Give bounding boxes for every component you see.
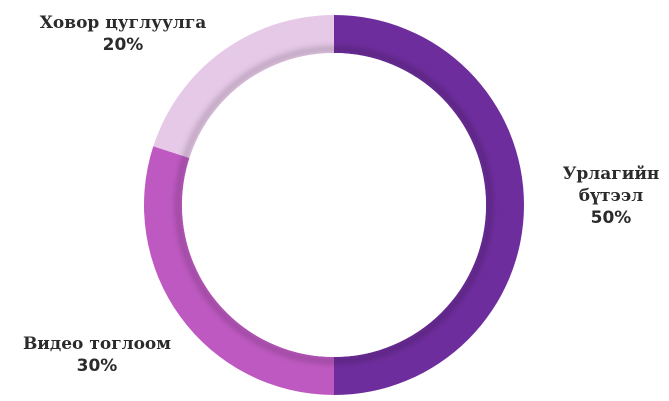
slice-percent: 50% (590, 208, 632, 228)
slice-percent: 30% (76, 356, 118, 376)
slice-name: Ховор цуглуулга (39, 13, 207, 33)
slice-label-video-games: Видео тоглоом 30% (8, 333, 186, 377)
slice-name-line-2: бүтээл (578, 186, 644, 206)
slice-name: Видео тоглоом (22, 334, 172, 354)
slice-label-rare-collectibles: Ховор цуглуулга 20% (22, 12, 224, 56)
donut-slice-0 (334, 15, 524, 395)
slice-percent: 20% (102, 35, 144, 55)
slice-label-artworks: Урлагийн бүтээл 50% (553, 163, 669, 229)
slice-name-line-1: Урлагийн (562, 164, 660, 184)
donut-slice-1 (143, 146, 334, 395)
